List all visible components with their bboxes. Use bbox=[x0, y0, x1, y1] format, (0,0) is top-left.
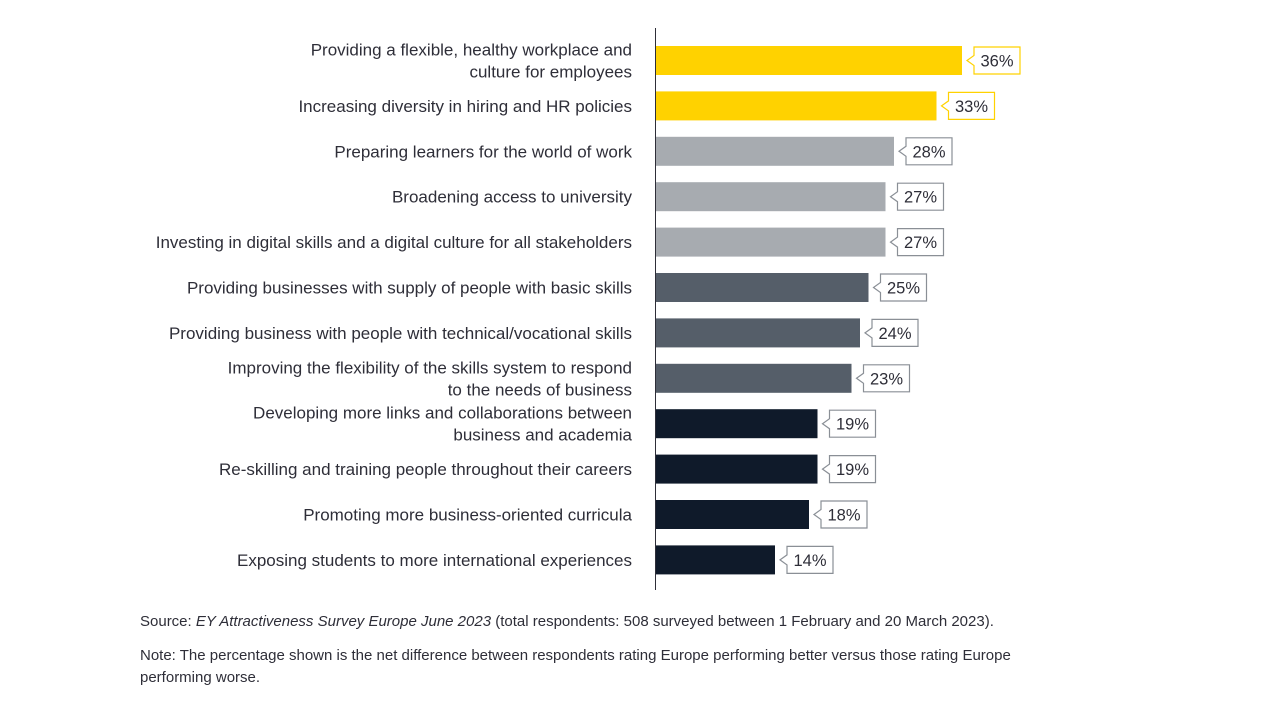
category-label-line: Increasing diversity in hiring and HR po… bbox=[298, 97, 632, 116]
data-label-callout bbox=[855, 364, 911, 393]
category-label: Improving the flexibility of the skills … bbox=[228, 358, 632, 399]
data-label-callout bbox=[965, 46, 1021, 75]
bar bbox=[656, 182, 886, 212]
data-label: 14% bbox=[793, 552, 826, 570]
category-label-line: Providing business with people with tech… bbox=[169, 324, 632, 343]
data-label: 33% bbox=[955, 98, 988, 116]
bar bbox=[656, 363, 852, 393]
data-label-callout bbox=[872, 273, 928, 302]
data-label: 28% bbox=[912, 143, 945, 161]
bar bbox=[656, 227, 886, 257]
data-label: 23% bbox=[870, 370, 903, 388]
bar bbox=[656, 545, 775, 575]
data-label: 19% bbox=[836, 416, 869, 434]
data-label-callout bbox=[821, 409, 877, 438]
data-label-callout bbox=[897, 137, 953, 166]
category-label-line: Providing a flexible, healthy workplace … bbox=[311, 41, 632, 60]
data-label: 25% bbox=[887, 280, 920, 298]
source-prefix: Source: bbox=[140, 613, 196, 630]
category-label: Providing businesses with supply of peop… bbox=[187, 279, 632, 298]
category-label-line: Promoting more business-oriented curricu… bbox=[303, 506, 632, 525]
data-label-callout bbox=[940, 91, 996, 120]
data-label: 36% bbox=[980, 53, 1013, 71]
category-label-line: Broadening access to university bbox=[392, 188, 633, 207]
data-label-callout bbox=[863, 318, 919, 347]
category-label: Providing a flexible, healthy workplace … bbox=[311, 41, 632, 82]
source-note: Source: EY Attractiveness Survey Europe … bbox=[140, 611, 1140, 633]
category-label: Exposing students to more international … bbox=[237, 551, 632, 570]
data-label: 18% bbox=[827, 507, 860, 525]
category-label-line: to the needs of business bbox=[448, 380, 632, 399]
data-label-callout bbox=[889, 182, 945, 211]
data-label-callout bbox=[812, 500, 868, 529]
data-label: 27% bbox=[904, 234, 937, 252]
bar bbox=[656, 318, 860, 348]
category-label-line: culture for employees bbox=[469, 63, 632, 82]
bar bbox=[656, 454, 818, 484]
category-label: Preparing learners for the world of work bbox=[334, 142, 632, 161]
category-label-line: Providing businesses with supply of peop… bbox=[187, 279, 632, 298]
category-label-line: Investing in digital skills and a digita… bbox=[156, 233, 632, 252]
category-label: Broadening access to university bbox=[392, 188, 633, 207]
bar bbox=[656, 500, 809, 529]
category-label-line: Preparing learners for the world of work bbox=[334, 142, 632, 161]
source-details: (total respondents: 508 surveyed between… bbox=[491, 613, 994, 630]
category-label: Re-skilling and training people througho… bbox=[219, 460, 632, 479]
bar bbox=[656, 136, 894, 166]
category-label-line: Improving the flexibility of the skills … bbox=[228, 358, 632, 377]
category-label: Providing business with people with tech… bbox=[169, 324, 632, 343]
category-label: Developing more links and collaborations… bbox=[253, 404, 632, 445]
category-label: Investing in digital skills and a digita… bbox=[156, 233, 632, 252]
source-title: EY Attractiveness Survey Europe June 202… bbox=[195, 613, 492, 630]
category-label-line: Exposing students to more international … bbox=[237, 551, 632, 570]
category-label-line: business and academia bbox=[453, 426, 632, 445]
data-label: 27% bbox=[904, 189, 937, 207]
bar bbox=[656, 46, 962, 75]
category-label: Increasing diversity in hiring and HR po… bbox=[298, 97, 632, 116]
data-label: 19% bbox=[836, 461, 869, 479]
bar bbox=[656, 409, 818, 439]
category-label-line: Developing more links and collaborations… bbox=[253, 404, 632, 423]
data-label: 24% bbox=[878, 325, 911, 343]
data-label-callout bbox=[778, 545, 834, 574]
footnote: Note: The percentage shown is the net di… bbox=[140, 647, 1011, 686]
bar bbox=[656, 91, 937, 121]
data-label-callout bbox=[889, 228, 945, 257]
category-label-line: Re-skilling and training people througho… bbox=[219, 460, 632, 479]
bar-chart: Providing a flexible, healthy workplace … bbox=[156, 28, 1021, 590]
bars-layer: Providing a flexible, healthy workplace … bbox=[156, 41, 1021, 575]
bar bbox=[656, 273, 869, 302]
category-label: Promoting more business-oriented curricu… bbox=[303, 506, 632, 525]
data-label-callout bbox=[821, 455, 877, 484]
